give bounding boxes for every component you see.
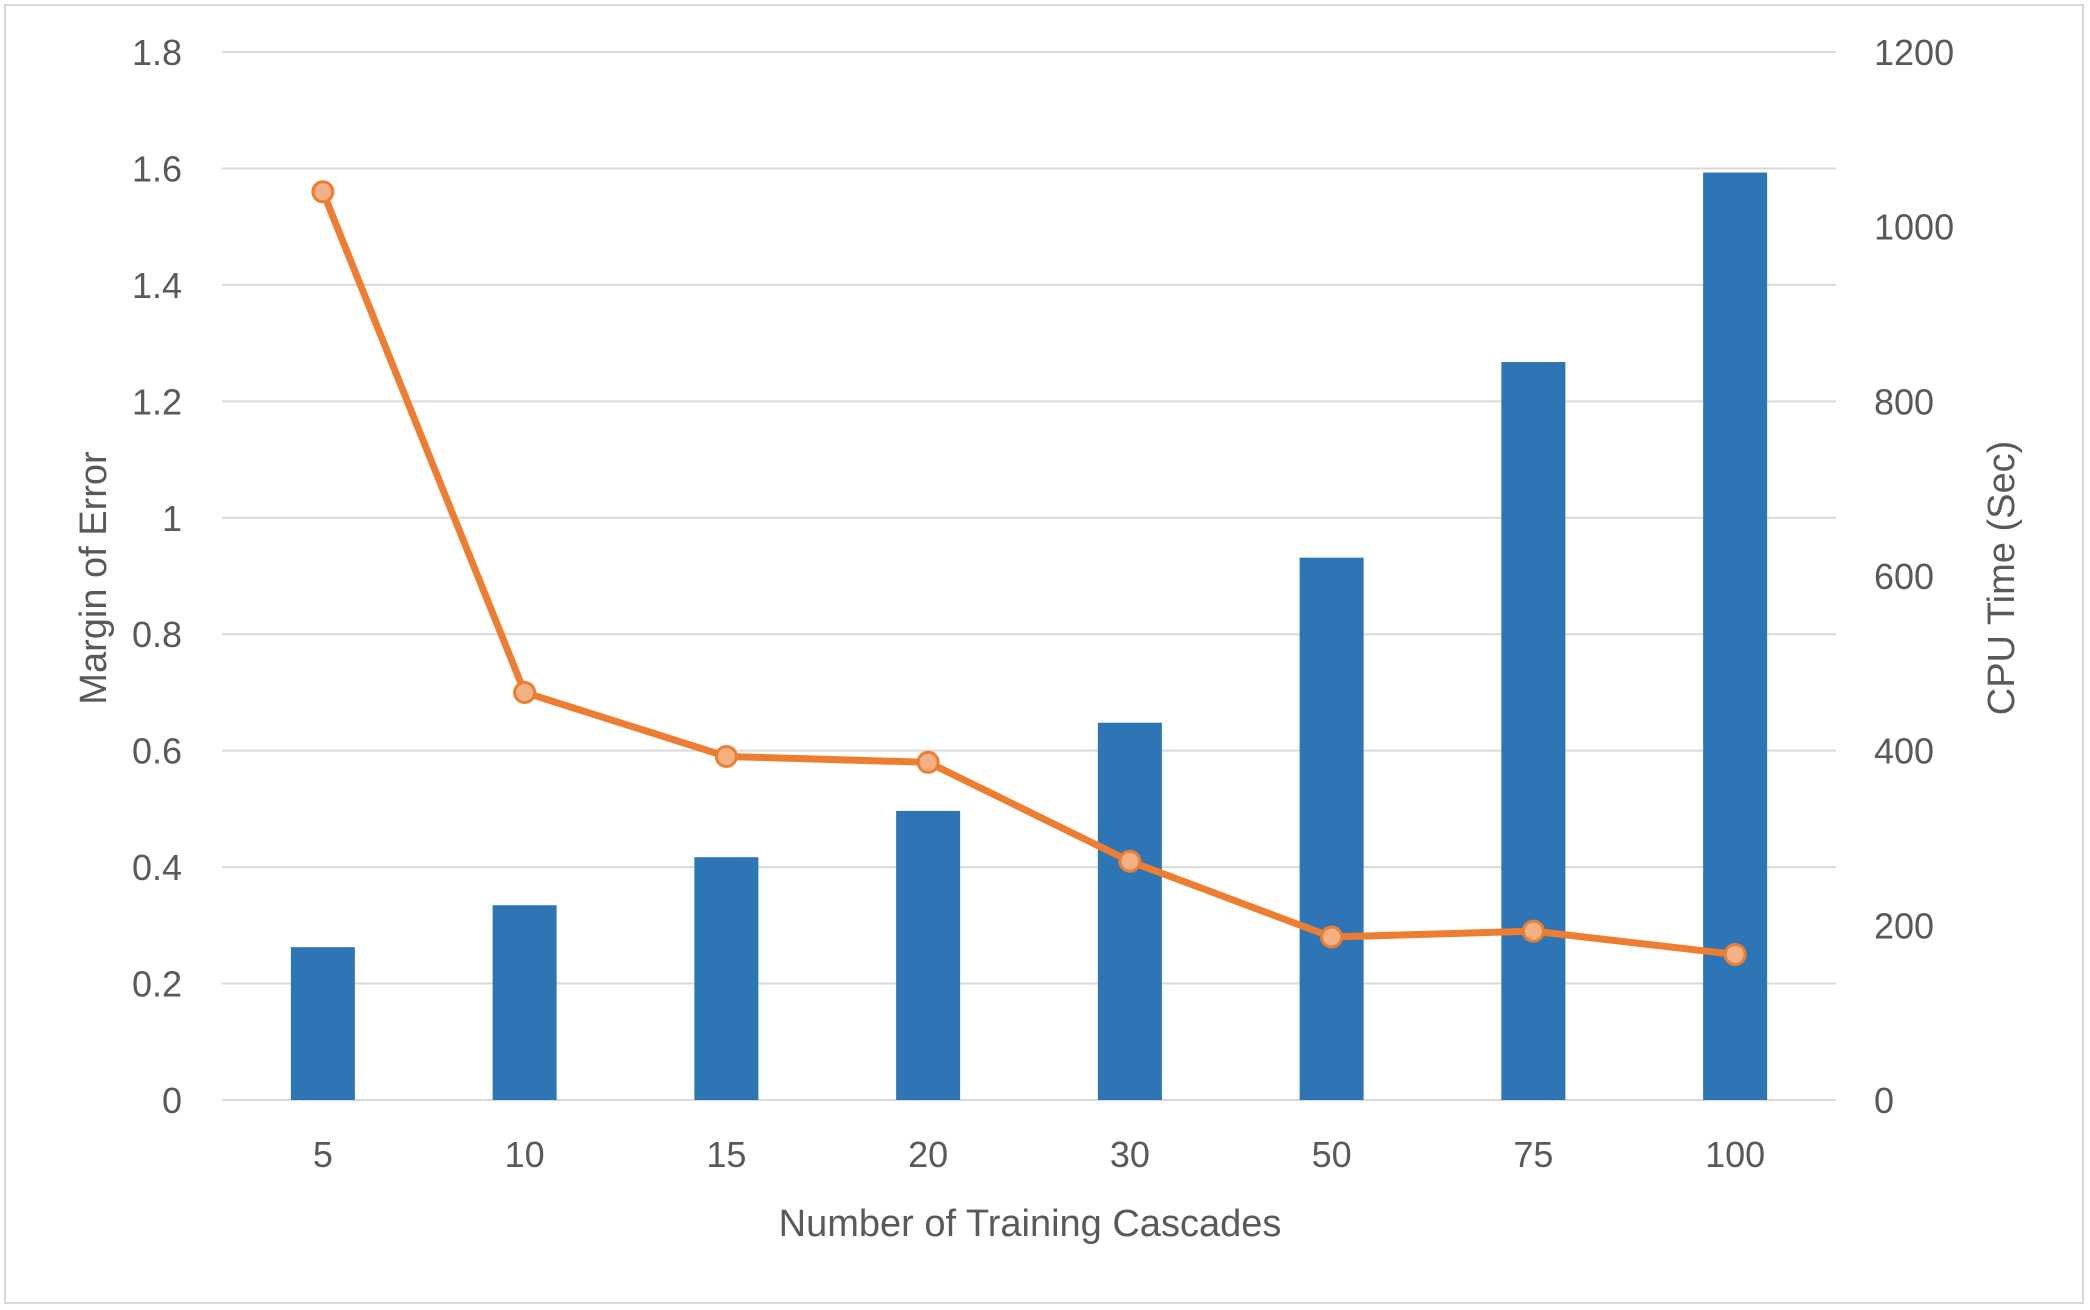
line-point	[311, 180, 335, 204]
y2-tick-label: 1200	[1874, 32, 1954, 73]
line-point	[513, 680, 537, 704]
line-point	[916, 750, 940, 774]
bar	[896, 810, 961, 1100]
x-tick-label: 10	[505, 1134, 545, 1175]
y2-tick-label: 200	[1874, 905, 1934, 946]
x-tick-label: 5	[313, 1134, 333, 1175]
x-axis-title: Number of Training Cascades	[779, 1203, 1282, 1245]
line-point	[1521, 919, 1545, 943]
line-point	[1118, 849, 1142, 873]
y-tick-label: 1	[162, 498, 182, 539]
x-tick-label: 30	[1110, 1134, 1150, 1175]
bar	[694, 857, 759, 1100]
y2-tick-label: 600	[1874, 556, 1934, 597]
cpu-time-bars	[290, 172, 1768, 1100]
x-tick-label: 50	[1312, 1134, 1352, 1175]
bar	[1299, 557, 1364, 1100]
y2-tick-label: 800	[1874, 381, 1934, 422]
x-tick-label: 20	[908, 1134, 948, 1175]
y-tick-label: 1.2	[132, 381, 182, 422]
y-tick-label: 0	[162, 1080, 182, 1121]
x-axis-ticks: 5 10 15 20 30 50 75 100	[313, 1134, 1765, 1175]
x-tick-label: 15	[706, 1134, 746, 1175]
y2-axis-title: CPU Time (Sec)	[1981, 441, 2023, 715]
bar	[1501, 362, 1566, 1100]
gridlines	[222, 51, 1836, 1101]
line-point	[1723, 942, 1747, 966]
y-tick-label: 1.6	[132, 148, 182, 189]
y-tick-label: 1.4	[132, 265, 182, 306]
x-tick-label: 100	[1705, 1134, 1765, 1175]
y2-tick-label: 400	[1874, 731, 1934, 772]
y2-tick-label: 1000	[1874, 207, 1954, 248]
line-point	[714, 744, 738, 768]
y2-tick-label: 0	[1874, 1080, 1894, 1121]
left-axis-ticks: 0 0.2 0.4 0.6 0.8 1 1.2 1.4 1.6 1.8	[132, 32, 182, 1121]
x-tick-label: 75	[1513, 1134, 1553, 1175]
line-point	[1320, 925, 1344, 949]
y-tick-label: 0.8	[132, 614, 182, 655]
y-tick-label: 0.4	[132, 847, 182, 888]
bar	[492, 905, 557, 1100]
margin-of-error-line	[311, 180, 1747, 966]
y-tick-label: 0.6	[132, 731, 182, 772]
y-tick-label: 0.2	[132, 964, 182, 1005]
bar	[290, 947, 355, 1100]
series-line	[319, 190, 1736, 958]
y-axis-title: Margin of Error	[73, 451, 115, 705]
right-axis-ticks: 0 200 400 600 800 1000 1200	[1874, 32, 1954, 1121]
y-tick-label: 1.8	[132, 32, 182, 73]
bar	[1097, 722, 1162, 1100]
